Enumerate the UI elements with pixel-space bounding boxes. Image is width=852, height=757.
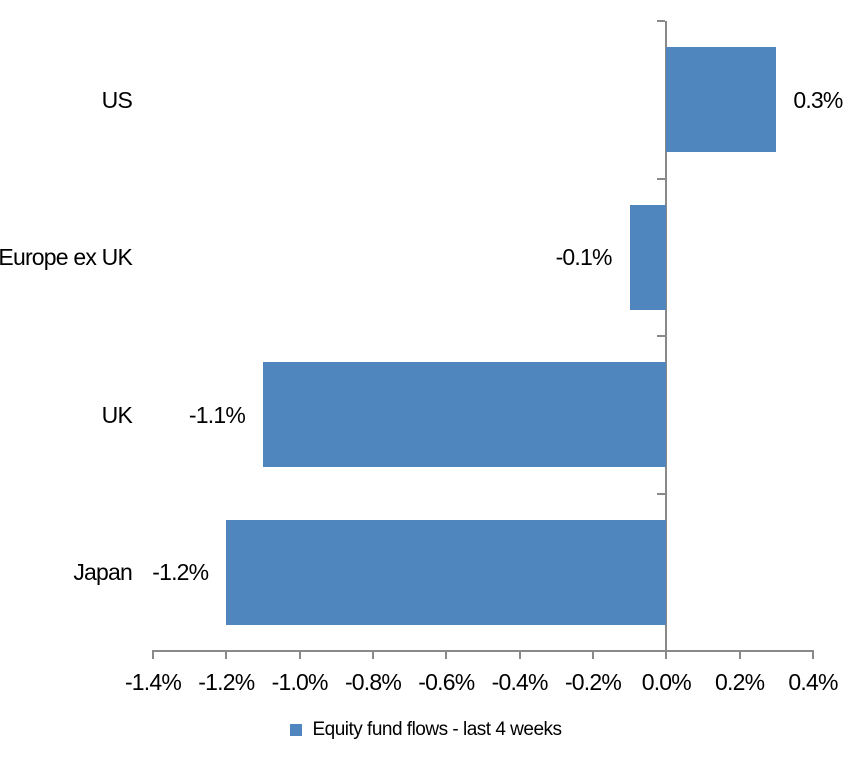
x-axis-tick: [298, 652, 301, 659]
x-axis-tick: [812, 652, 814, 659]
x-axis-tick: [665, 652, 668, 659]
category-axis-tick: [657, 335, 666, 337]
value-label-uk: -1.1%: [188, 401, 246, 428]
x-axis-tick-label: 0.4%: [788, 669, 838, 695]
x-axis-tick: [225, 652, 228, 659]
category-label-us: US: [101, 86, 133, 113]
legend-swatch-icon: [290, 724, 303, 736]
category-label-japan: Japan: [73, 559, 132, 586]
category-label-europe-ex-uk: Europe ex UK: [0, 244, 133, 271]
category-axis-tick: [657, 492, 666, 495]
x-axis-tick: [592, 652, 594, 659]
x-axis-line: [152, 650, 814, 652]
x-axis-tick: [445, 652, 448, 659]
zero-axis-line: [665, 21, 668, 659]
category-axis-tick: [657, 177, 666, 180]
x-axis-tick: [372, 652, 374, 659]
bar-japan: [226, 519, 667, 625]
legend: Equity fund flows - last 4 weeks: [0, 716, 852, 744]
x-axis-tick-label: 0.2%: [715, 669, 765, 695]
x-axis-tick-label: -0.2%: [564, 669, 622, 695]
value-label-us: 0.3%: [793, 86, 843, 113]
category-axis-tick: [657, 20, 666, 22]
value-label-europe-ex-uk: -0.1%: [555, 244, 613, 271]
legend-label: Equity fund flows - last 4 weeks: [312, 719, 562, 740]
category-label-uk: UK: [101, 401, 133, 428]
x-axis-tick-label: 0.0%: [641, 669, 692, 695]
bar-uk: [263, 362, 667, 468]
x-axis-tick: [152, 652, 154, 659]
category-axis-tick: [657, 650, 666, 652]
x-axis-tick-label: -1.0%: [271, 669, 329, 695]
value-label-japan: -1.2%: [152, 559, 209, 586]
x-axis-tick-label: -1.2%: [198, 669, 255, 695]
bar-us: [666, 47, 777, 153]
x-axis-tick: [518, 652, 521, 659]
x-axis-tick: [738, 652, 741, 659]
x-axis-tick-label: -0.8%: [344, 669, 402, 695]
x-axis-tick-label: -0.4%: [491, 669, 549, 695]
x-axis-tick-label: -1.4%: [124, 669, 182, 695]
x-axis-tick-label: -0.6%: [418, 669, 475, 695]
bar-europe-ex-uk: [629, 204, 667, 310]
